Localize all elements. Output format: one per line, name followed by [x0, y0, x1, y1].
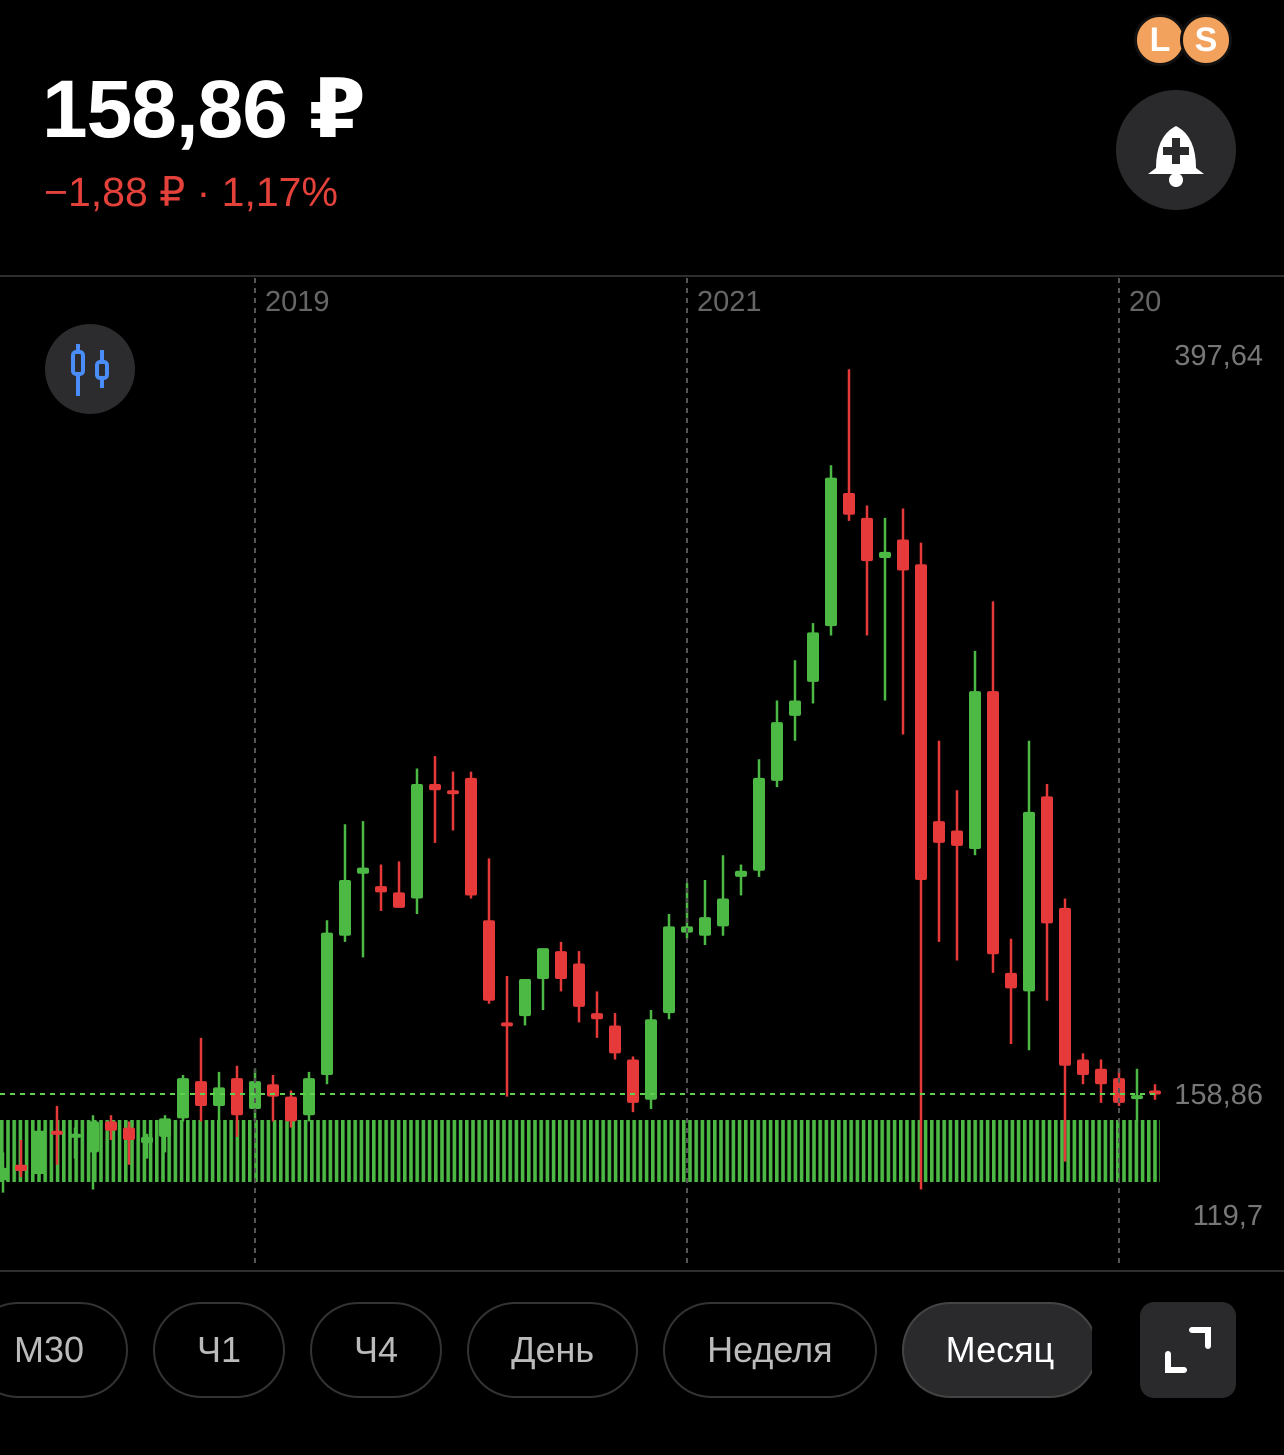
- candle-body: [339, 879, 351, 936]
- candle-body: [141, 1136, 153, 1144]
- y-tick-label: 158,86: [1174, 1079, 1263, 1111]
- candle-body: [879, 551, 891, 559]
- candle-body: [825, 477, 837, 627]
- candle-body: [735, 870, 747, 877]
- candle-body: [789, 700, 801, 716]
- x-tick-label: 2019: [265, 286, 330, 318]
- timeframe-button[interactable]: Неделя: [663, 1302, 877, 1398]
- candle-body: [231, 1078, 243, 1116]
- candle-body: [573, 963, 585, 1007]
- candle-body: [663, 926, 675, 1014]
- candle-body: [33, 1130, 45, 1175]
- x-tick-label: 2021: [697, 286, 762, 318]
- y-tick-label: 397,64: [1174, 340, 1263, 372]
- candle-body: [375, 886, 387, 893]
- candle-icon: [71, 344, 109, 396]
- candle-body: [0, 1167, 9, 1181]
- candle-body: [1095, 1068, 1107, 1085]
- chart-type-button[interactable]: [45, 324, 135, 414]
- volume-band: [0, 1120, 1160, 1182]
- candle-body: [843, 493, 855, 515]
- candle-body: [717, 898, 729, 927]
- candle-body: [1005, 972, 1017, 989]
- expand-icon: [1165, 1327, 1211, 1373]
- candle-body: [303, 1078, 315, 1116]
- timeframe-button[interactable]: Ч4: [310, 1302, 443, 1398]
- avatar[interactable]: S: [1180, 14, 1232, 66]
- bell-icon: [1148, 126, 1204, 187]
- candle-body: [897, 539, 909, 571]
- price-change: −1,88 ₽ · 1,17%: [44, 169, 338, 215]
- candle-body: [411, 784, 423, 899]
- candle-body: [51, 1130, 63, 1135]
- timeframe-button[interactable]: М30: [0, 1302, 129, 1398]
- candle-body: [1059, 907, 1071, 1066]
- timeframe-button[interactable]: День: [467, 1302, 639, 1398]
- expand-button[interactable]: [1140, 1302, 1236, 1398]
- candle-body: [753, 777, 765, 871]
- candle-body: [177, 1078, 189, 1119]
- candle-body: [1023, 811, 1035, 992]
- candle-body: [1131, 1095, 1143, 1100]
- candle-body: [447, 790, 459, 795]
- chart: 2019 2021 20 397,64 158,86 119,7: [0, 275, 1284, 1272]
- candle-body: [969, 691, 981, 850]
- x-tick-label: 20: [1129, 286, 1161, 318]
- y-tick-label: 119,7: [1193, 1200, 1263, 1232]
- candle-body: [1077, 1059, 1089, 1075]
- candle-body: [519, 979, 531, 1017]
- candle-body: [465, 777, 477, 896]
- candle-body: [87, 1121, 99, 1153]
- timeframe-button[interactable]: Ч1: [153, 1302, 286, 1398]
- candle-body: [15, 1164, 27, 1171]
- candle-body: [123, 1127, 135, 1140]
- candle-body: [537, 948, 549, 980]
- avatar[interactable]: L: [1134, 14, 1186, 66]
- candle-body: [213, 1087, 225, 1106]
- candle-body: [249, 1081, 261, 1110]
- candle-body: [771, 722, 783, 781]
- candle-body: [429, 784, 441, 791]
- candle-body: [105, 1121, 117, 1131]
- candle-body: [861, 517, 873, 562]
- candle-body: [807, 632, 819, 682]
- candle-body: [627, 1059, 639, 1103]
- price: 158,86 ₽: [42, 64, 366, 155]
- candle-body: [951, 830, 963, 846]
- candle-body: [393, 892, 405, 908]
- candle-body: [915, 564, 927, 880]
- candle-body: [933, 821, 945, 843]
- candle-body: [591, 1013, 603, 1020]
- candle-body: [483, 920, 495, 1001]
- candle-body: [987, 691, 999, 955]
- candle-body: [501, 1022, 513, 1027]
- candle-body: [645, 1019, 657, 1100]
- candle-body: [699, 917, 711, 936]
- candle-body: [555, 951, 567, 980]
- candle-body: [1041, 796, 1053, 924]
- candle-body: [609, 1025, 621, 1054]
- candle-body: [285, 1096, 297, 1122]
- alert-button[interactable]: [1116, 90, 1236, 210]
- timeframe-bar: М30 Ч1 Ч4 День Неделя Месяц: [0, 1302, 1092, 1398]
- candle-body: [357, 867, 369, 874]
- candle-body: [159, 1118, 171, 1137]
- candle-body: [69, 1133, 81, 1138]
- candle-body: [321, 932, 333, 1075]
- timeframe-button[interactable]: Месяц: [901, 1302, 1092, 1398]
